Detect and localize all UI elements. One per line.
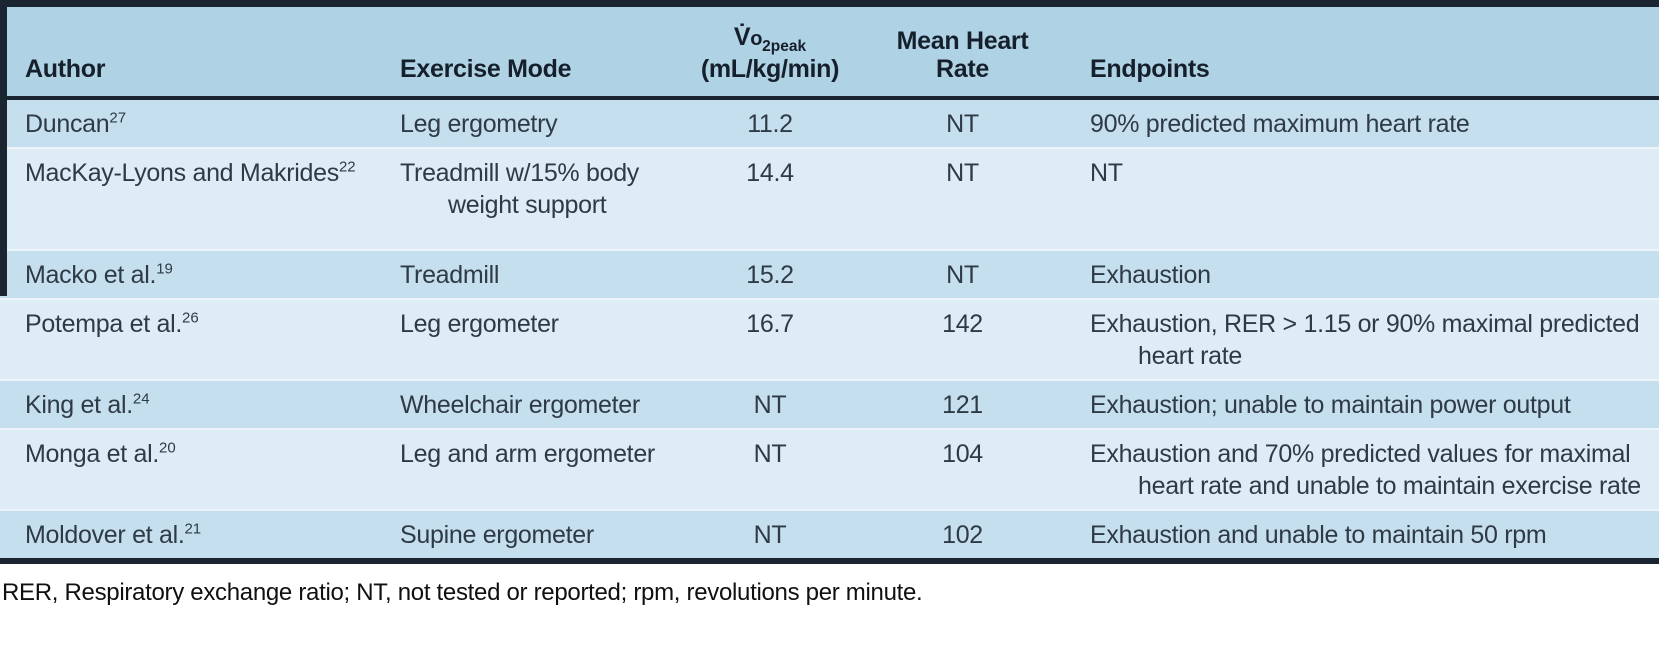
mean-heart-rate-cell: 121 (855, 379, 1070, 429)
vo2peak-cell: NT (685, 379, 855, 429)
reference-superscript: 20 (159, 439, 176, 457)
vo2peak-unit: (mL/kg/min) (700, 55, 840, 83)
column-header-mean-heart-rate: Mean Heart Rate (855, 3, 1070, 100)
vo2peak-symbol: V̇o2peak (733, 23, 807, 55)
author-cell: Moldover et al.21 (0, 509, 375, 561)
endpoints-cell: Exhaustion and unable to maintain 50 rpm (1070, 509, 1659, 561)
mean-heart-rate-cell: 102 (855, 509, 1070, 561)
vo2peak-cell: 11.2 (685, 98, 855, 148)
author-cell: MacKay-Lyons and Makrides22 (0, 147, 375, 250)
vo2peak-cell: 16.7 (685, 298, 855, 380)
reference-superscript: 27 (109, 109, 127, 127)
exercise-mode-cell: Leg ergometry (375, 98, 685, 148)
vo2peak-cell: NT (685, 509, 855, 561)
exercise-mode-cell: Treadmill (375, 249, 685, 299)
endpoints-cell: NT (1070, 147, 1659, 250)
exercise-mode-cell: Wheelchair ergometer (375, 379, 685, 429)
table-footnote: RER, Respiratory exchange ratio; NT, not… (2, 579, 923, 606)
table-header: Author Exercise Mode V̇o2peak (mL/kg/min… (0, 3, 1659, 100)
column-header-author: Author (0, 3, 375, 100)
exercise-testing-study-table: Author Exercise Mode V̇o2peak (mL/kg/min… (0, 0, 1659, 564)
author-cell: Potempa et al.26 (0, 298, 375, 380)
vo2peak-cell: NT (685, 428, 855, 510)
reference-superscript: 26 (182, 309, 199, 327)
exercise-mode-cell: Treadmill w/15% body weight support (375, 147, 685, 250)
endpoints-cell: 90% predicted maximum heart rate (1070, 98, 1659, 148)
mean-heart-rate-cell: NT (855, 249, 1070, 299)
table-body: Duncan27 Leg ergometry 11.2 NT 90% predi… (0, 98, 1659, 561)
endpoints-cell: Exhaustion and 70% predicted values for … (1070, 428, 1659, 510)
table-row: Moldover et al.21 Supine ergometer NT 10… (0, 509, 1659, 561)
endpoints-cell: Exhaustion, RER > 1.15 or 90% maximal pr… (1070, 298, 1659, 380)
table-row: Duncan27 Leg ergometry 11.2 NT 90% predi… (0, 98, 1659, 148)
table-row: Monga et al.20 Leg and arm ergometer NT … (0, 428, 1659, 510)
reference-superscript: 19 (156, 260, 173, 278)
vo2peak-cell: 15.2 (685, 249, 855, 299)
endpoints-cell: Exhaustion; unable to maintain power out… (1070, 379, 1659, 429)
author-cell: Monga et al.20 (0, 428, 375, 510)
author-cell: King et al.24 (0, 379, 375, 429)
mean-heart-rate-cell: 142 (855, 298, 1070, 380)
exercise-mode-cell: Supine ergometer (375, 509, 685, 561)
exercise-mode-cell: Leg ergometer (375, 298, 685, 380)
column-header-vo2peak: V̇o2peak (mL/kg/min) (685, 3, 855, 100)
column-header-endpoints: Endpoints (1070, 3, 1659, 100)
endpoints-cell: Exhaustion (1070, 249, 1659, 299)
scan-edge-artifact (0, 0, 7, 296)
mean-heart-rate-cell: 104 (855, 428, 1070, 510)
reference-superscript: 22 (338, 158, 356, 176)
mean-heart-rate-cell: NT (855, 147, 1070, 250)
table-row: Macko et al.19 Treadmill 15.2 NT Exhaust… (0, 249, 1659, 299)
vo2peak-cell: 14.4 (685, 147, 855, 250)
exercise-mode-cell: Leg and arm ergometer (375, 428, 685, 510)
table-row: King et al.24 Wheelchair ergometer NT 12… (0, 379, 1659, 429)
reference-superscript: 21 (184, 520, 202, 538)
mean-heart-rate-cell: NT (855, 98, 1070, 148)
column-header-exercise-mode: Exercise Mode (375, 3, 685, 100)
author-cell: Macko et al.19 (0, 249, 375, 299)
author-cell: Duncan27 (0, 98, 375, 148)
reference-superscript: 24 (132, 390, 150, 408)
table-row: MacKay-Lyons and Makrides22 Treadmill w/… (0, 147, 1659, 250)
table-row: Potempa et al.26 Leg ergometer 16.7 142 … (0, 298, 1659, 380)
